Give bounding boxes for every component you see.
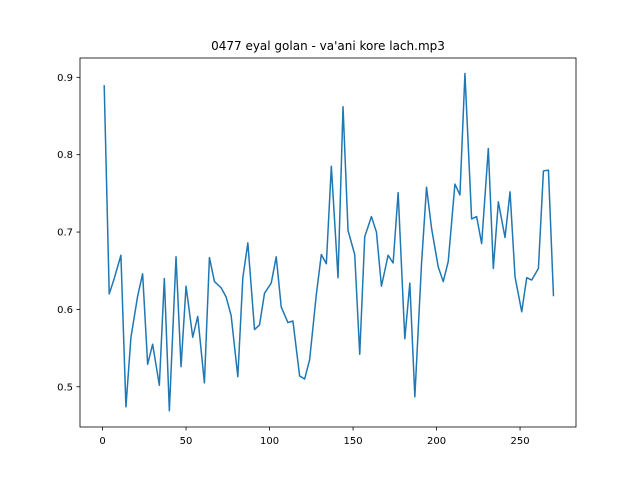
x-tick-label: 50: [180, 436, 193, 447]
y-axis: 0.5 0.6 0.7 0.8 0.9: [57, 73, 80, 393]
x-tick-label: 0: [99, 436, 105, 447]
x-tick-label: 100: [260, 436, 279, 447]
y-tick-label: 0.8: [57, 150, 73, 161]
chart-title: 0477 eyal golan - va'ani kore lach.mp3: [211, 39, 445, 53]
plot-frame: [79, 57, 577, 428]
x-tick-label: 200: [427, 436, 446, 447]
y-tick-label: 0.7: [57, 228, 73, 239]
series-line: [103, 72, 555, 412]
x-tick-label: 250: [511, 436, 530, 447]
y-tick-label: 0.6: [57, 305, 73, 316]
y-tick-label: 0.9: [57, 73, 73, 84]
x-axis: 0 50 100 150 200 250: [99, 427, 530, 447]
x-tick-label: 150: [344, 436, 363, 447]
y-tick-label: 0.5: [57, 382, 73, 393]
